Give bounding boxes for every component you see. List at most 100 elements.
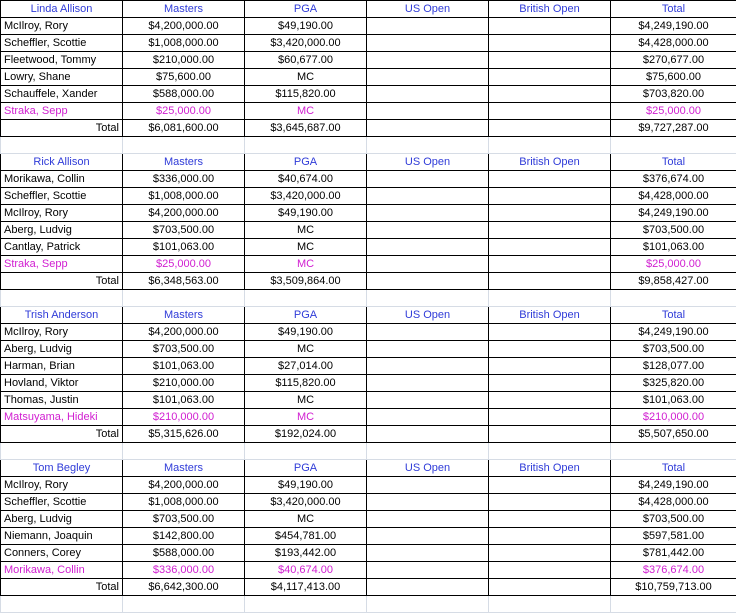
- player-name-cell[interactable]: Thomas, Justin: [1, 392, 123, 409]
- player-name-cell[interactable]: Harman, Brian: [1, 358, 123, 375]
- player-masters-cell[interactable]: $101,063.00: [123, 358, 245, 375]
- player-pga-cell[interactable]: MC: [245, 222, 367, 239]
- total-usopen-cell[interactable]: [367, 273, 489, 290]
- player-name-cell[interactable]: McIlroy, Rory: [1, 477, 123, 494]
- player-pga-cell[interactable]: $27,014.00: [245, 358, 367, 375]
- player-total-cell[interactable]: $781,442.00: [611, 545, 736, 562]
- column-header-british[interactable]: British Open: [489, 307, 611, 324]
- player-name-cell[interactable]: Scheffler, Scottie: [1, 35, 123, 52]
- player-british-cell[interactable]: [489, 324, 611, 341]
- player-british-cell[interactable]: [489, 239, 611, 256]
- player-total-cell[interactable]: $101,063.00: [611, 392, 736, 409]
- player-total-cell[interactable]: $4,428,000.00: [611, 35, 736, 52]
- player-british-cell[interactable]: [489, 256, 611, 273]
- column-header-total[interactable]: Total: [611, 1, 736, 18]
- column-header-masters[interactable]: Masters: [123, 460, 245, 477]
- player-pga-cell[interactable]: MC: [245, 239, 367, 256]
- empty-cell[interactable]: [489, 290, 611, 307]
- total-label-cell[interactable]: Total: [1, 120, 123, 137]
- player-british-cell[interactable]: [489, 86, 611, 103]
- player-usopen-cell[interactable]: [367, 205, 489, 222]
- player-total-cell[interactable]: $4,249,190.00: [611, 477, 736, 494]
- player-name-cell[interactable]: Scheffler, Scottie: [1, 494, 123, 511]
- player-masters-cell[interactable]: $4,200,000.00: [123, 477, 245, 494]
- total-total-cell[interactable]: $5,507,650.00: [611, 426, 736, 443]
- total-usopen-cell[interactable]: [367, 426, 489, 443]
- player-name-cell[interactable]: Morikawa, Collin: [1, 171, 123, 188]
- player-usopen-cell[interactable]: [367, 494, 489, 511]
- column-header-total[interactable]: Total: [611, 460, 736, 477]
- column-header-british[interactable]: British Open: [489, 154, 611, 171]
- player-total-cell[interactable]: $4,249,190.00: [611, 18, 736, 35]
- player-pga-cell[interactable]: $193,442.00: [245, 545, 367, 562]
- player-british-cell[interactable]: [489, 528, 611, 545]
- player-pga-cell[interactable]: MC: [245, 256, 367, 273]
- total-label-cell[interactable]: Total: [1, 273, 123, 290]
- column-header-masters[interactable]: Masters: [123, 307, 245, 324]
- player-masters-cell[interactable]: $4,200,000.00: [123, 324, 245, 341]
- empty-cell[interactable]: [123, 137, 245, 154]
- player-name-cell[interactable]: Matsuyama, Hideki: [1, 409, 123, 426]
- column-header-pga[interactable]: PGA: [245, 1, 367, 18]
- column-header-pga[interactable]: PGA: [245, 460, 367, 477]
- player-pga-cell[interactable]: MC: [245, 409, 367, 426]
- empty-cell[interactable]: [1, 137, 123, 154]
- player-british-cell[interactable]: [489, 562, 611, 579]
- player-name-cell[interactable]: Aberg, Ludvig: [1, 341, 123, 358]
- player-masters-cell[interactable]: $336,000.00: [123, 562, 245, 579]
- player-usopen-cell[interactable]: [367, 477, 489, 494]
- player-masters-cell[interactable]: $142,800.00: [123, 528, 245, 545]
- total-total-cell[interactable]: $9,727,287.00: [611, 120, 736, 137]
- player-masters-cell[interactable]: $1,008,000.00: [123, 35, 245, 52]
- player-name-cell[interactable]: McIlroy, Rory: [1, 205, 123, 222]
- empty-cell[interactable]: [123, 596, 245, 613]
- player-name-cell[interactable]: Niemann, Joaquin: [1, 528, 123, 545]
- player-british-cell[interactable]: [489, 171, 611, 188]
- player-masters-cell[interactable]: $75,600.00: [123, 69, 245, 86]
- total-masters-cell[interactable]: $6,081,600.00: [123, 120, 245, 137]
- player-usopen-cell[interactable]: [367, 409, 489, 426]
- column-header-usopen[interactable]: US Open: [367, 460, 489, 477]
- player-total-cell[interactable]: $4,428,000.00: [611, 188, 736, 205]
- player-total-cell[interactable]: $25,000.00: [611, 256, 736, 273]
- total-total-cell[interactable]: $10,759,713.00: [611, 579, 736, 596]
- column-header-masters[interactable]: Masters: [123, 154, 245, 171]
- player-british-cell[interactable]: [489, 18, 611, 35]
- empty-cell[interactable]: [611, 443, 736, 460]
- player-masters-cell[interactable]: $1,008,000.00: [123, 494, 245, 511]
- team-name-cell[interactable]: Rick Allison: [1, 154, 123, 171]
- player-british-cell[interactable]: [489, 103, 611, 120]
- player-total-cell[interactable]: $25,000.00: [611, 103, 736, 120]
- player-name-cell[interactable]: Aberg, Ludvig: [1, 222, 123, 239]
- player-british-cell[interactable]: [489, 511, 611, 528]
- player-masters-cell[interactable]: $588,000.00: [123, 86, 245, 103]
- player-pga-cell[interactable]: $3,420,000.00: [245, 494, 367, 511]
- player-total-cell[interactable]: $4,249,190.00: [611, 205, 736, 222]
- player-usopen-cell[interactable]: [367, 86, 489, 103]
- column-header-pga[interactable]: PGA: [245, 154, 367, 171]
- total-pga-cell[interactable]: $4,117,413.00: [245, 579, 367, 596]
- column-header-usopen[interactable]: US Open: [367, 154, 489, 171]
- player-usopen-cell[interactable]: [367, 375, 489, 392]
- player-british-cell[interactable]: [489, 69, 611, 86]
- empty-cell[interactable]: [611, 137, 736, 154]
- player-masters-cell[interactable]: $1,008,000.00: [123, 188, 245, 205]
- total-british-cell[interactable]: [489, 120, 611, 137]
- player-pga-cell[interactable]: MC: [245, 103, 367, 120]
- player-masters-cell[interactable]: $210,000.00: [123, 409, 245, 426]
- empty-cell[interactable]: [245, 443, 367, 460]
- player-pga-cell[interactable]: $3,420,000.00: [245, 188, 367, 205]
- team-name-cell[interactable]: Linda Allison: [1, 1, 123, 18]
- player-masters-cell[interactable]: $210,000.00: [123, 52, 245, 69]
- empty-cell[interactable]: [1, 290, 123, 307]
- player-total-cell[interactable]: $376,674.00: [611, 171, 736, 188]
- empty-cell[interactable]: [367, 443, 489, 460]
- player-masters-cell[interactable]: $703,500.00: [123, 222, 245, 239]
- player-usopen-cell[interactable]: [367, 511, 489, 528]
- player-pga-cell[interactable]: $40,674.00: [245, 171, 367, 188]
- player-british-cell[interactable]: [489, 188, 611, 205]
- player-pga-cell[interactable]: $49,190.00: [245, 477, 367, 494]
- player-pga-cell[interactable]: $49,190.00: [245, 18, 367, 35]
- player-name-cell[interactable]: Fleetwood, Tommy: [1, 52, 123, 69]
- player-name-cell[interactable]: Schauffele, Xander: [1, 86, 123, 103]
